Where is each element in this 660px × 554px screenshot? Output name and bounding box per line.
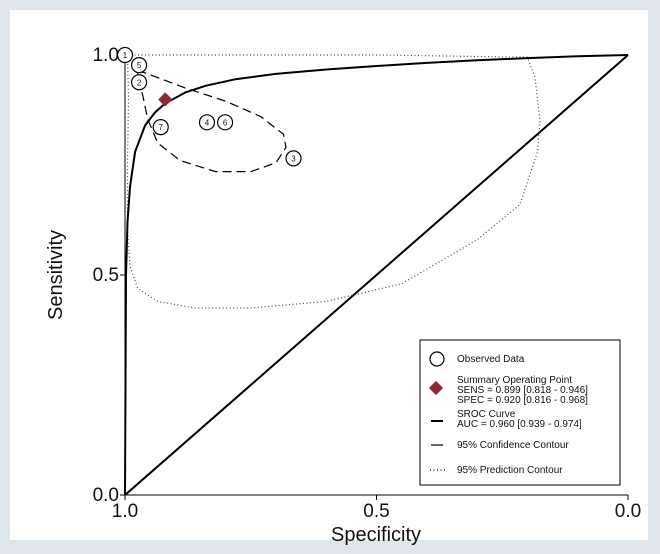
legend-sroc-title: SROC Curve	[457, 409, 516, 420]
y-tick-label: 0.5	[93, 265, 119, 286]
curves	[124, 54, 629, 496]
x-axis-label: Specificity	[331, 524, 421, 546]
study-point-6: 6	[216, 114, 234, 131]
sroc-curve	[124, 54, 629, 496]
study-marker	[130, 57, 148, 74]
legend-summary-spec: SPEC = 0.920 [0.816 - 0.968]	[457, 395, 588, 406]
study-label: 7	[158, 123, 163, 132]
y-tick-label: 1.0	[93, 45, 119, 66]
legend-observed-icon	[429, 351, 445, 367]
legend-sroc-auc: AUC = 0.960 [0.939 - 0.974]	[457, 419, 582, 430]
confidence-contour	[137, 69, 287, 173]
study-marker	[116, 46, 134, 64]
study-point-2: 2	[130, 74, 148, 91]
legend-summary-sens: SENS = 0.899 [0.818 - 0.946]	[457, 385, 588, 396]
x-tick-label: 0.5	[363, 501, 389, 522]
study-marker	[130, 74, 148, 91]
study-point-4: 4	[198, 114, 216, 131]
y-axis-label: Sensitivity	[45, 230, 67, 320]
x-tick-label: 0.0	[615, 501, 641, 522]
study-point-5: 5	[130, 57, 148, 74]
ticks: 1.0 0.5 0.0 0.0 0.5 1.0	[93, 45, 642, 522]
study-marker	[216, 114, 234, 131]
study-marker	[285, 150, 302, 167]
study-point-3: 3	[285, 150, 302, 167]
study-marker	[152, 119, 169, 136]
study-point-1: 1	[116, 46, 134, 64]
x-tick-label: 1.0	[112, 501, 138, 522]
legend: Observed Data Summary Operating Point SE…	[419, 339, 621, 486]
reference-diagonal-line	[124, 54, 629, 496]
legend-prediction-label: 95% Prediction Contour	[457, 465, 563, 476]
legend-summary-icon	[428, 380, 444, 396]
study-point-7: 7	[152, 119, 169, 136]
study-label: 6	[223, 118, 228, 127]
study-label: 5	[137, 61, 142, 70]
legend-observed-label: Observed Data	[457, 354, 525, 365]
legend-summary-title: Summary Operating Point	[457, 375, 572, 386]
y-tick-label: 0.0	[93, 485, 119, 506]
study-label: 1	[123, 51, 128, 60]
observed-studies: 15 2 7 4 6 3	[116, 46, 302, 167]
legend-confidence-label: 95% Confidence Contour	[457, 440, 569, 451]
study-label: 2	[137, 78, 142, 87]
study-label: 4	[205, 118, 210, 127]
study-marker	[198, 114, 216, 131]
legend-box	[419, 339, 621, 486]
study-label: 3	[291, 154, 296, 163]
